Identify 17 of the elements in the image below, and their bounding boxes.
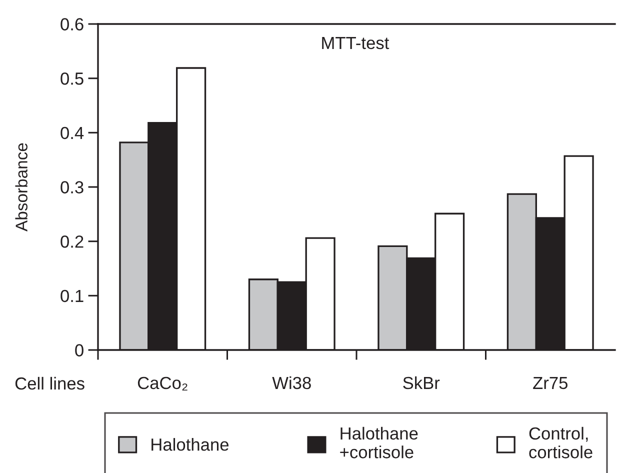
y-tick-label: 0 (75, 344, 84, 356)
y-tick-label: 0.1 (60, 290, 84, 302)
y-tick-label: 0.2 (60, 236, 84, 248)
x-axis-title: Cell lines (15, 376, 84, 390)
x-tick-label: CaCo₂ (138, 376, 188, 390)
x-tick-label: Zr75 (533, 377, 568, 390)
legend-label: Halothane +cortisole (340, 426, 418, 458)
legend-label: Halothane (152, 438, 229, 451)
y-tick-label: 0.6 (60, 18, 84, 30)
x-tick-label: SkBr (403, 376, 440, 390)
y-tick-label: 0.4 (60, 126, 84, 140)
x-tick-label: Wi38 (272, 376, 311, 390)
text: MTT-test (322, 37, 390, 50)
y-axis-title: Absorbance (15, 143, 28, 232)
y-tick-label: 0.5 (60, 72, 84, 85)
legend-label: Control, cortisole (529, 426, 592, 458)
y-tick-label: 0.3 (60, 181, 84, 194)
